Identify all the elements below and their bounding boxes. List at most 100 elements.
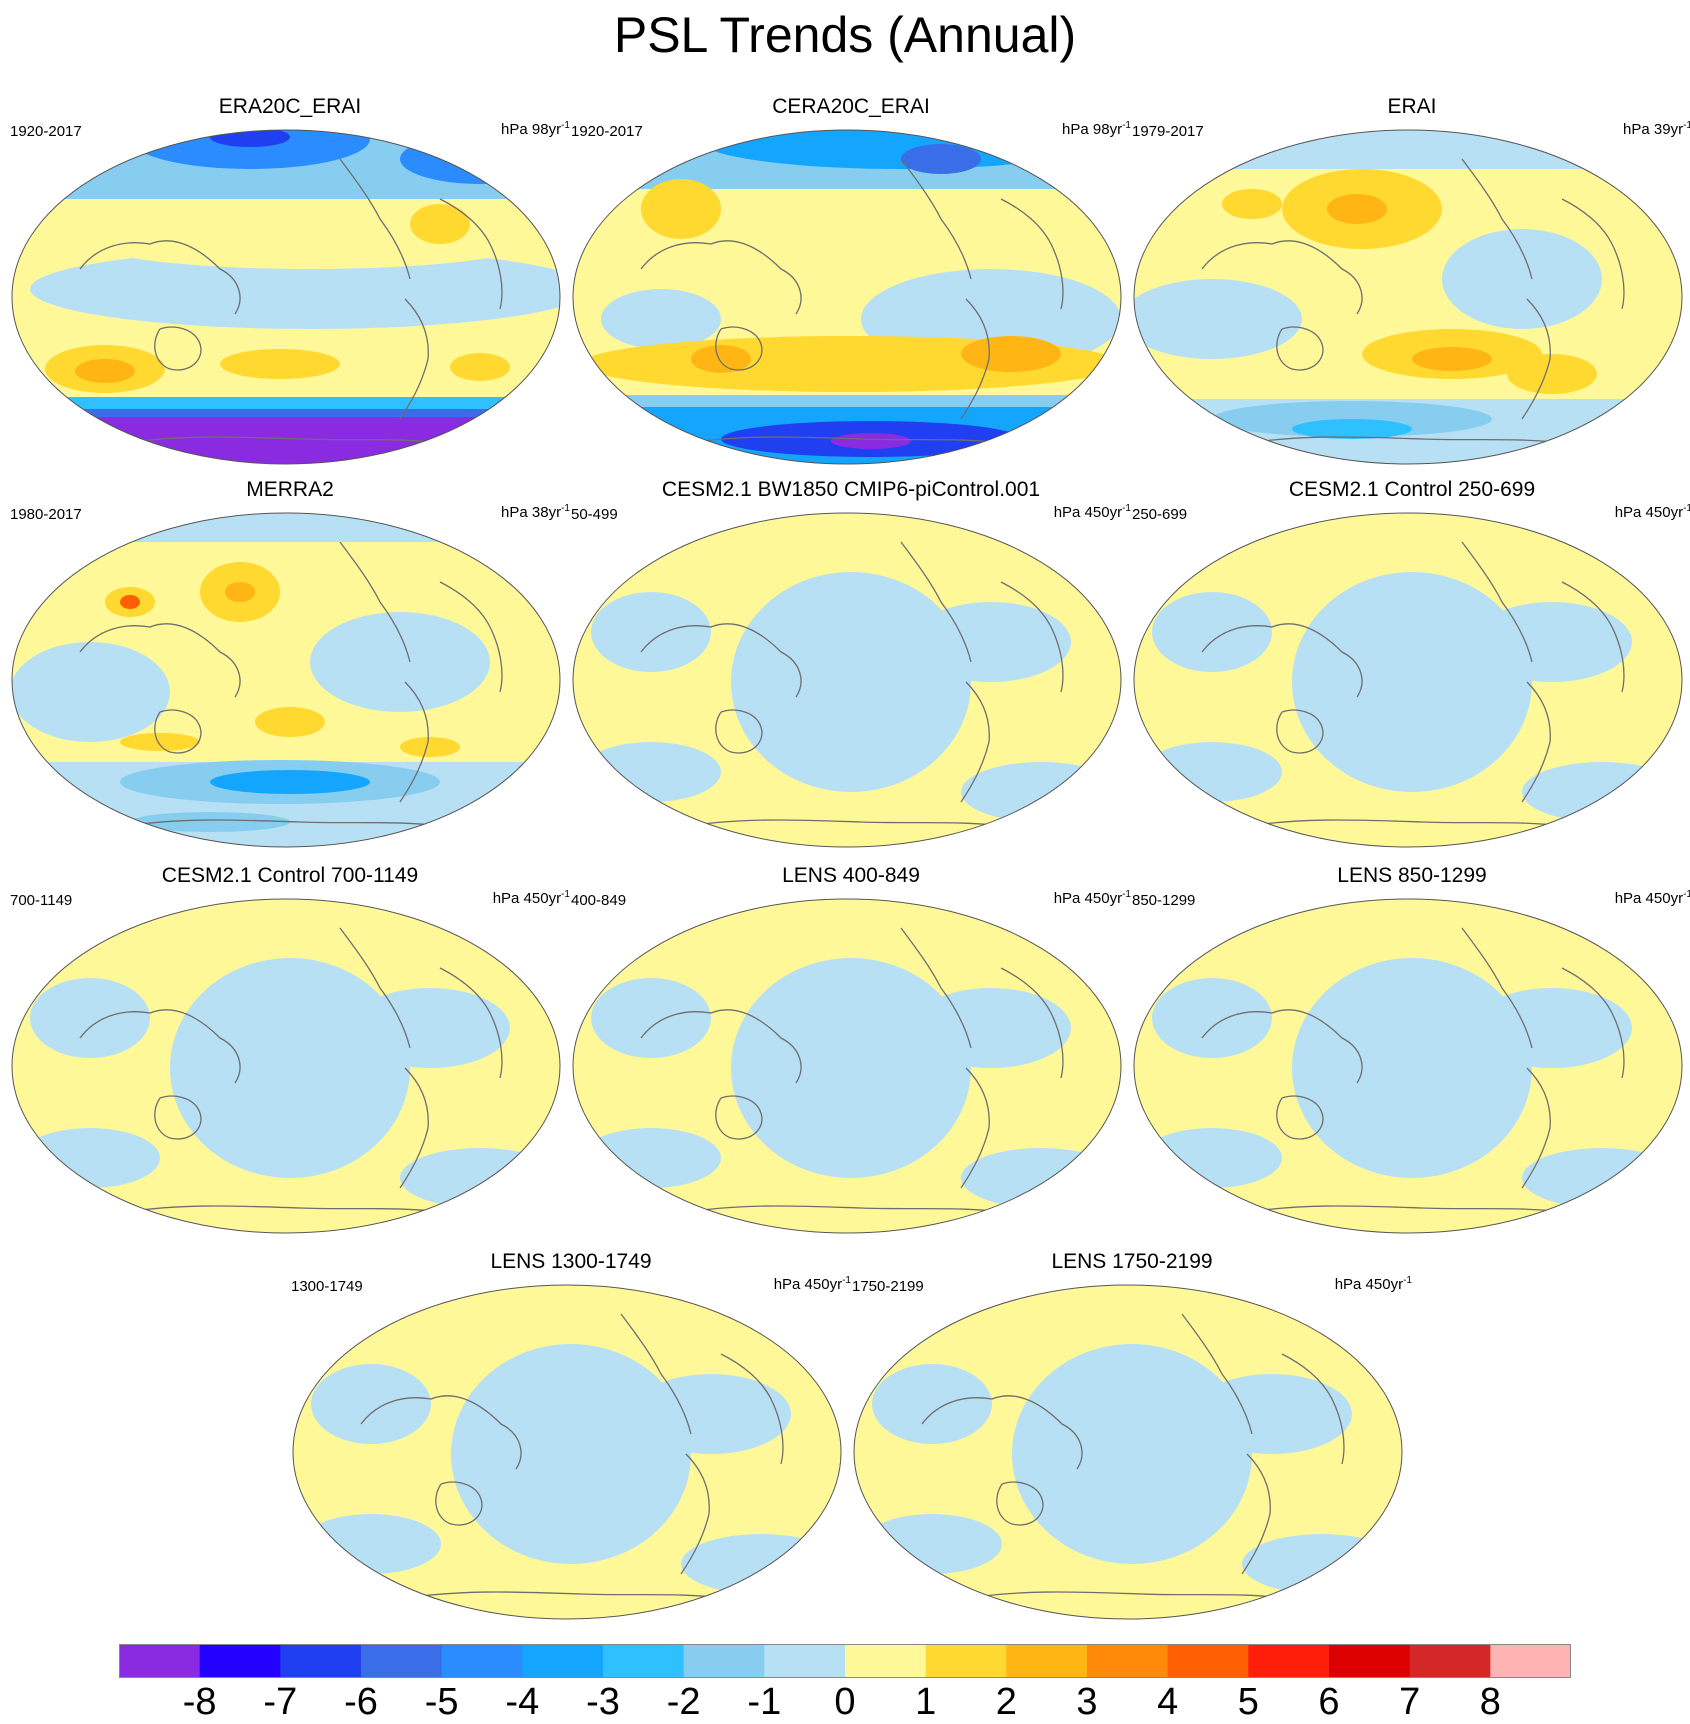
southern-core bbox=[210, 770, 370, 794]
panel-title: CESM2.1 Control 250-699 bbox=[1288, 478, 1536, 501]
south-atlantic-neg bbox=[1522, 1148, 1682, 1208]
aus-high-core bbox=[691, 345, 751, 373]
coastline-4 bbox=[1561, 967, 1625, 1079]
map-field bbox=[1134, 513, 1682, 847]
colorbar-swatch bbox=[1248, 1644, 1330, 1678]
south-indian-neg bbox=[301, 1514, 441, 1574]
colorbar-label: -8 bbox=[182, 1681, 217, 1723]
coastline-5 bbox=[1241, 819, 1573, 828]
units-exponent: -1 bbox=[1122, 889, 1131, 900]
colorbar-label: 6 bbox=[1318, 1681, 1340, 1723]
colorbar-label: 8 bbox=[1479, 1681, 1501, 1723]
eurasia-neg bbox=[872, 1364, 992, 1444]
coastline-4 bbox=[720, 1353, 784, 1465]
tropical-neg bbox=[310, 612, 490, 712]
coastline-1 bbox=[1276, 1095, 1324, 1140]
indian-neg bbox=[12, 642, 170, 742]
coastline-3 bbox=[680, 1453, 710, 1575]
panel-units: hPa 450yr-1 bbox=[1335, 1272, 1412, 1294]
atlantic-south-core bbox=[961, 336, 1061, 372]
indian-neg bbox=[1134, 279, 1302, 359]
map-plot bbox=[11, 129, 561, 465]
pacific-south-core bbox=[1412, 347, 1492, 371]
panel-period: 1979-2017 bbox=[1132, 123, 1204, 140]
antarctic-neg3 bbox=[1292, 419, 1412, 439]
map-plot bbox=[11, 898, 561, 1234]
colorbar-swatch bbox=[603, 1644, 685, 1678]
colorbar-swatch bbox=[1409, 1644, 1491, 1678]
central-pacific-neg bbox=[170, 958, 410, 1178]
north-pacific-high bbox=[80, 209, 540, 269]
atlantic-neg bbox=[631, 1374, 791, 1454]
panel-units: hPa 98yr-1 bbox=[501, 117, 570, 139]
tropical-band bbox=[30, 249, 560, 329]
units-text: hPa 450yr bbox=[1614, 890, 1684, 907]
map-panel: MERRA2 1980-2017 hPa 38yr-1 bbox=[10, 478, 570, 862]
units-exponent: -1 bbox=[1683, 503, 1690, 514]
colorbar-swatch bbox=[119, 1644, 201, 1678]
colorbar-label: -6 bbox=[344, 1681, 378, 1723]
colorbar-label: 3 bbox=[1076, 1681, 1098, 1723]
coastline-5 bbox=[119, 819, 451, 828]
atlantic-south-high bbox=[450, 353, 510, 381]
atlantic-neg bbox=[350, 988, 510, 1068]
map-outline bbox=[572, 898, 1122, 1234]
eurasia-neg bbox=[591, 592, 711, 672]
north-pacific-core bbox=[1327, 194, 1387, 224]
coastline-0 bbox=[360, 1395, 522, 1470]
panel-period: 400-849 bbox=[571, 892, 627, 909]
coastline-3 bbox=[1521, 298, 1551, 420]
south-atlantic-neg bbox=[1522, 762, 1682, 822]
south-atlantic-neg bbox=[961, 1148, 1121, 1208]
panel-units: hPa 450yr-1 bbox=[774, 1272, 851, 1294]
antarctic-neg2 bbox=[130, 812, 290, 832]
south-atlantic-neg bbox=[400, 1148, 560, 1208]
map-panel: LENS 1750-2199 1750-2199 hPa 450yr-1 bbox=[852, 1250, 1412, 1634]
coastline-5 bbox=[1241, 1205, 1573, 1214]
coastline-4 bbox=[439, 198, 503, 310]
colorbar-label: 2 bbox=[995, 1681, 1017, 1723]
map-field bbox=[12, 130, 560, 464]
map-outline bbox=[11, 129, 561, 465]
coastline-4 bbox=[1281, 1353, 1345, 1465]
figure-title: PSL Trends (Annual) bbox=[613, 7, 1077, 63]
panel-title: ERA20C_ERAI bbox=[218, 95, 362, 118]
map-outline bbox=[572, 129, 1122, 465]
central-pacific-neg bbox=[731, 572, 971, 792]
coastline-4 bbox=[1000, 581, 1064, 693]
coastline-3 bbox=[960, 298, 990, 420]
map-outline bbox=[572, 512, 1122, 848]
coastline-5 bbox=[680, 1205, 1012, 1214]
ring-neg2 bbox=[573, 395, 1121, 409]
coastline-2 bbox=[1461, 158, 1533, 280]
panel-title: CESM2.1 Control 700-1149 bbox=[161, 864, 419, 887]
units-text: hPa 450yr bbox=[1053, 890, 1123, 907]
panel-period: 1750-2199 bbox=[852, 1278, 924, 1295]
map-field bbox=[12, 513, 560, 847]
units-exponent: -1 bbox=[1122, 120, 1131, 131]
map-plot bbox=[11, 512, 561, 848]
map-plot bbox=[572, 129, 1122, 465]
units-text: hPa 450yr bbox=[1614, 504, 1684, 521]
colorbar-swatch bbox=[441, 1644, 523, 1678]
units-text: hPa 450yr bbox=[1334, 1276, 1404, 1293]
units-exponent: -1 bbox=[561, 889, 570, 900]
eurasia-neg bbox=[1152, 978, 1272, 1058]
colorbar-label: -2 bbox=[666, 1681, 701, 1723]
atlantic-neg bbox=[1472, 602, 1632, 682]
coastline-2 bbox=[900, 541, 972, 663]
map-plot bbox=[853, 1284, 1403, 1620]
colorbar-swatch bbox=[1006, 1644, 1088, 1678]
atlantic-neg bbox=[911, 602, 1071, 682]
coastline-0 bbox=[640, 240, 802, 315]
panel-units: hPa 39yr-1 bbox=[1623, 117, 1690, 139]
units-exponent: -1 bbox=[1683, 889, 1690, 900]
map-plot bbox=[292, 1284, 842, 1620]
panel-title: LENS 400-849 bbox=[782, 864, 920, 887]
central-pacific-neg bbox=[1012, 1344, 1252, 1564]
map-outline bbox=[1133, 512, 1683, 848]
central-pacific-neg bbox=[451, 1344, 691, 1564]
coastline-2 bbox=[1461, 541, 1533, 663]
map-outline bbox=[11, 898, 561, 1234]
arctic-band bbox=[12, 513, 560, 542]
